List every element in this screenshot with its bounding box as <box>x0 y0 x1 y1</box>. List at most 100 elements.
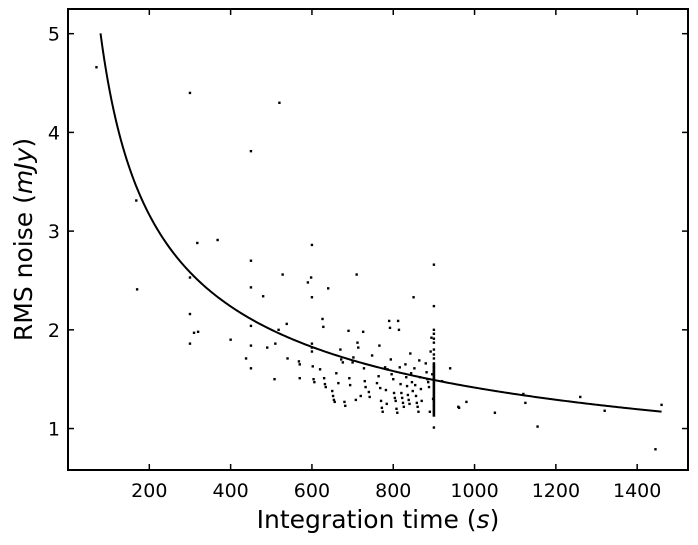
data-point <box>361 330 365 333</box>
data-point <box>426 377 429 381</box>
data-point <box>411 389 414 393</box>
data-point <box>249 324 253 328</box>
data-point <box>188 276 192 279</box>
y-tick-label: 4 <box>48 122 60 144</box>
data-point <box>448 367 452 370</box>
y-tick-label: 5 <box>48 24 60 46</box>
data-point <box>327 287 330 290</box>
data-point <box>196 330 200 333</box>
data-point <box>188 91 192 95</box>
data-point <box>379 386 382 390</box>
x-tick-label: 400 <box>212 480 248 502</box>
data-point <box>298 363 301 366</box>
data-point <box>249 367 253 370</box>
x-axis-label: Integration time (s) <box>257 505 500 534</box>
data-point <box>340 358 343 361</box>
data-point <box>522 392 525 396</box>
data-point <box>419 387 423 391</box>
data-point <box>603 409 606 412</box>
data-point <box>357 346 360 349</box>
x-tick-label: 1200 <box>532 480 580 502</box>
data-point <box>343 400 346 404</box>
data-point <box>310 346 314 349</box>
x-tick-label: 1400 <box>613 480 661 502</box>
data-point <box>310 350 314 353</box>
data-point <box>273 377 276 381</box>
y-axis-ticks: 1 2 3 4 5 <box>48 24 688 441</box>
y-axis-label-suffix: ) <box>9 138 38 148</box>
x-tick-label: 800 <box>375 480 411 502</box>
data-point <box>229 338 232 341</box>
x-tick-label: 600 <box>294 480 330 502</box>
data-point <box>311 365 314 368</box>
data-point <box>383 366 387 369</box>
data-point <box>306 281 310 284</box>
data-point <box>249 149 253 153</box>
x-tick-label: 1000 <box>450 480 498 502</box>
data-point <box>341 361 345 364</box>
data-point <box>313 380 316 384</box>
data-point <box>397 328 401 332</box>
data-point <box>407 398 410 402</box>
data-point <box>431 373 434 376</box>
data-point <box>351 361 354 364</box>
data-point <box>244 357 248 360</box>
data-point <box>395 407 398 410</box>
data-point <box>387 319 391 323</box>
data-point <box>335 372 338 375</box>
data-point <box>416 405 419 409</box>
data-point <box>277 328 280 332</box>
data-point <box>310 296 314 299</box>
data-point <box>337 381 340 385</box>
data-point <box>389 358 393 361</box>
data-point <box>408 402 411 406</box>
data-point <box>394 399 397 403</box>
data-point <box>188 342 192 345</box>
y-tick-label: 3 <box>48 221 60 243</box>
data-point <box>418 359 421 362</box>
data-point <box>401 401 405 405</box>
data-point <box>309 276 313 279</box>
data-point <box>312 377 315 381</box>
data-point <box>660 403 663 407</box>
data-point <box>266 346 269 349</box>
data-point <box>379 399 383 403</box>
data-point <box>409 352 412 355</box>
data-point <box>354 398 358 402</box>
data-point <box>368 395 371 399</box>
data-point <box>385 402 388 406</box>
data-point <box>430 336 433 339</box>
data-point <box>332 398 336 402</box>
data-point <box>405 384 409 388</box>
data-point <box>297 360 301 363</box>
data-point <box>465 400 468 404</box>
data-point <box>135 199 138 202</box>
data-point <box>323 382 327 386</box>
data-point <box>457 406 461 410</box>
data-point <box>432 332 436 335</box>
data-point <box>339 348 342 351</box>
data-point <box>322 376 326 380</box>
data-point <box>440 379 444 383</box>
data-point <box>399 382 402 386</box>
data-point <box>192 331 196 334</box>
data-point <box>274 342 277 345</box>
data-point <box>375 381 379 385</box>
data-point <box>381 410 384 413</box>
data-point <box>415 401 419 405</box>
data-point <box>331 389 334 393</box>
data-point <box>424 362 427 365</box>
data-point <box>406 393 410 397</box>
x-axis-label-suffix: ) <box>490 505 500 534</box>
x-axis-label-variable: s <box>477 505 490 534</box>
plot-frame <box>67 8 689 471</box>
data-point <box>412 296 415 299</box>
data-point <box>409 372 413 375</box>
data-point <box>404 363 407 366</box>
data-point <box>429 350 432 353</box>
data-point <box>402 405 406 409</box>
fit-curve-layer <box>99 33 662 413</box>
data-point <box>380 406 384 410</box>
data-point <box>348 383 352 387</box>
